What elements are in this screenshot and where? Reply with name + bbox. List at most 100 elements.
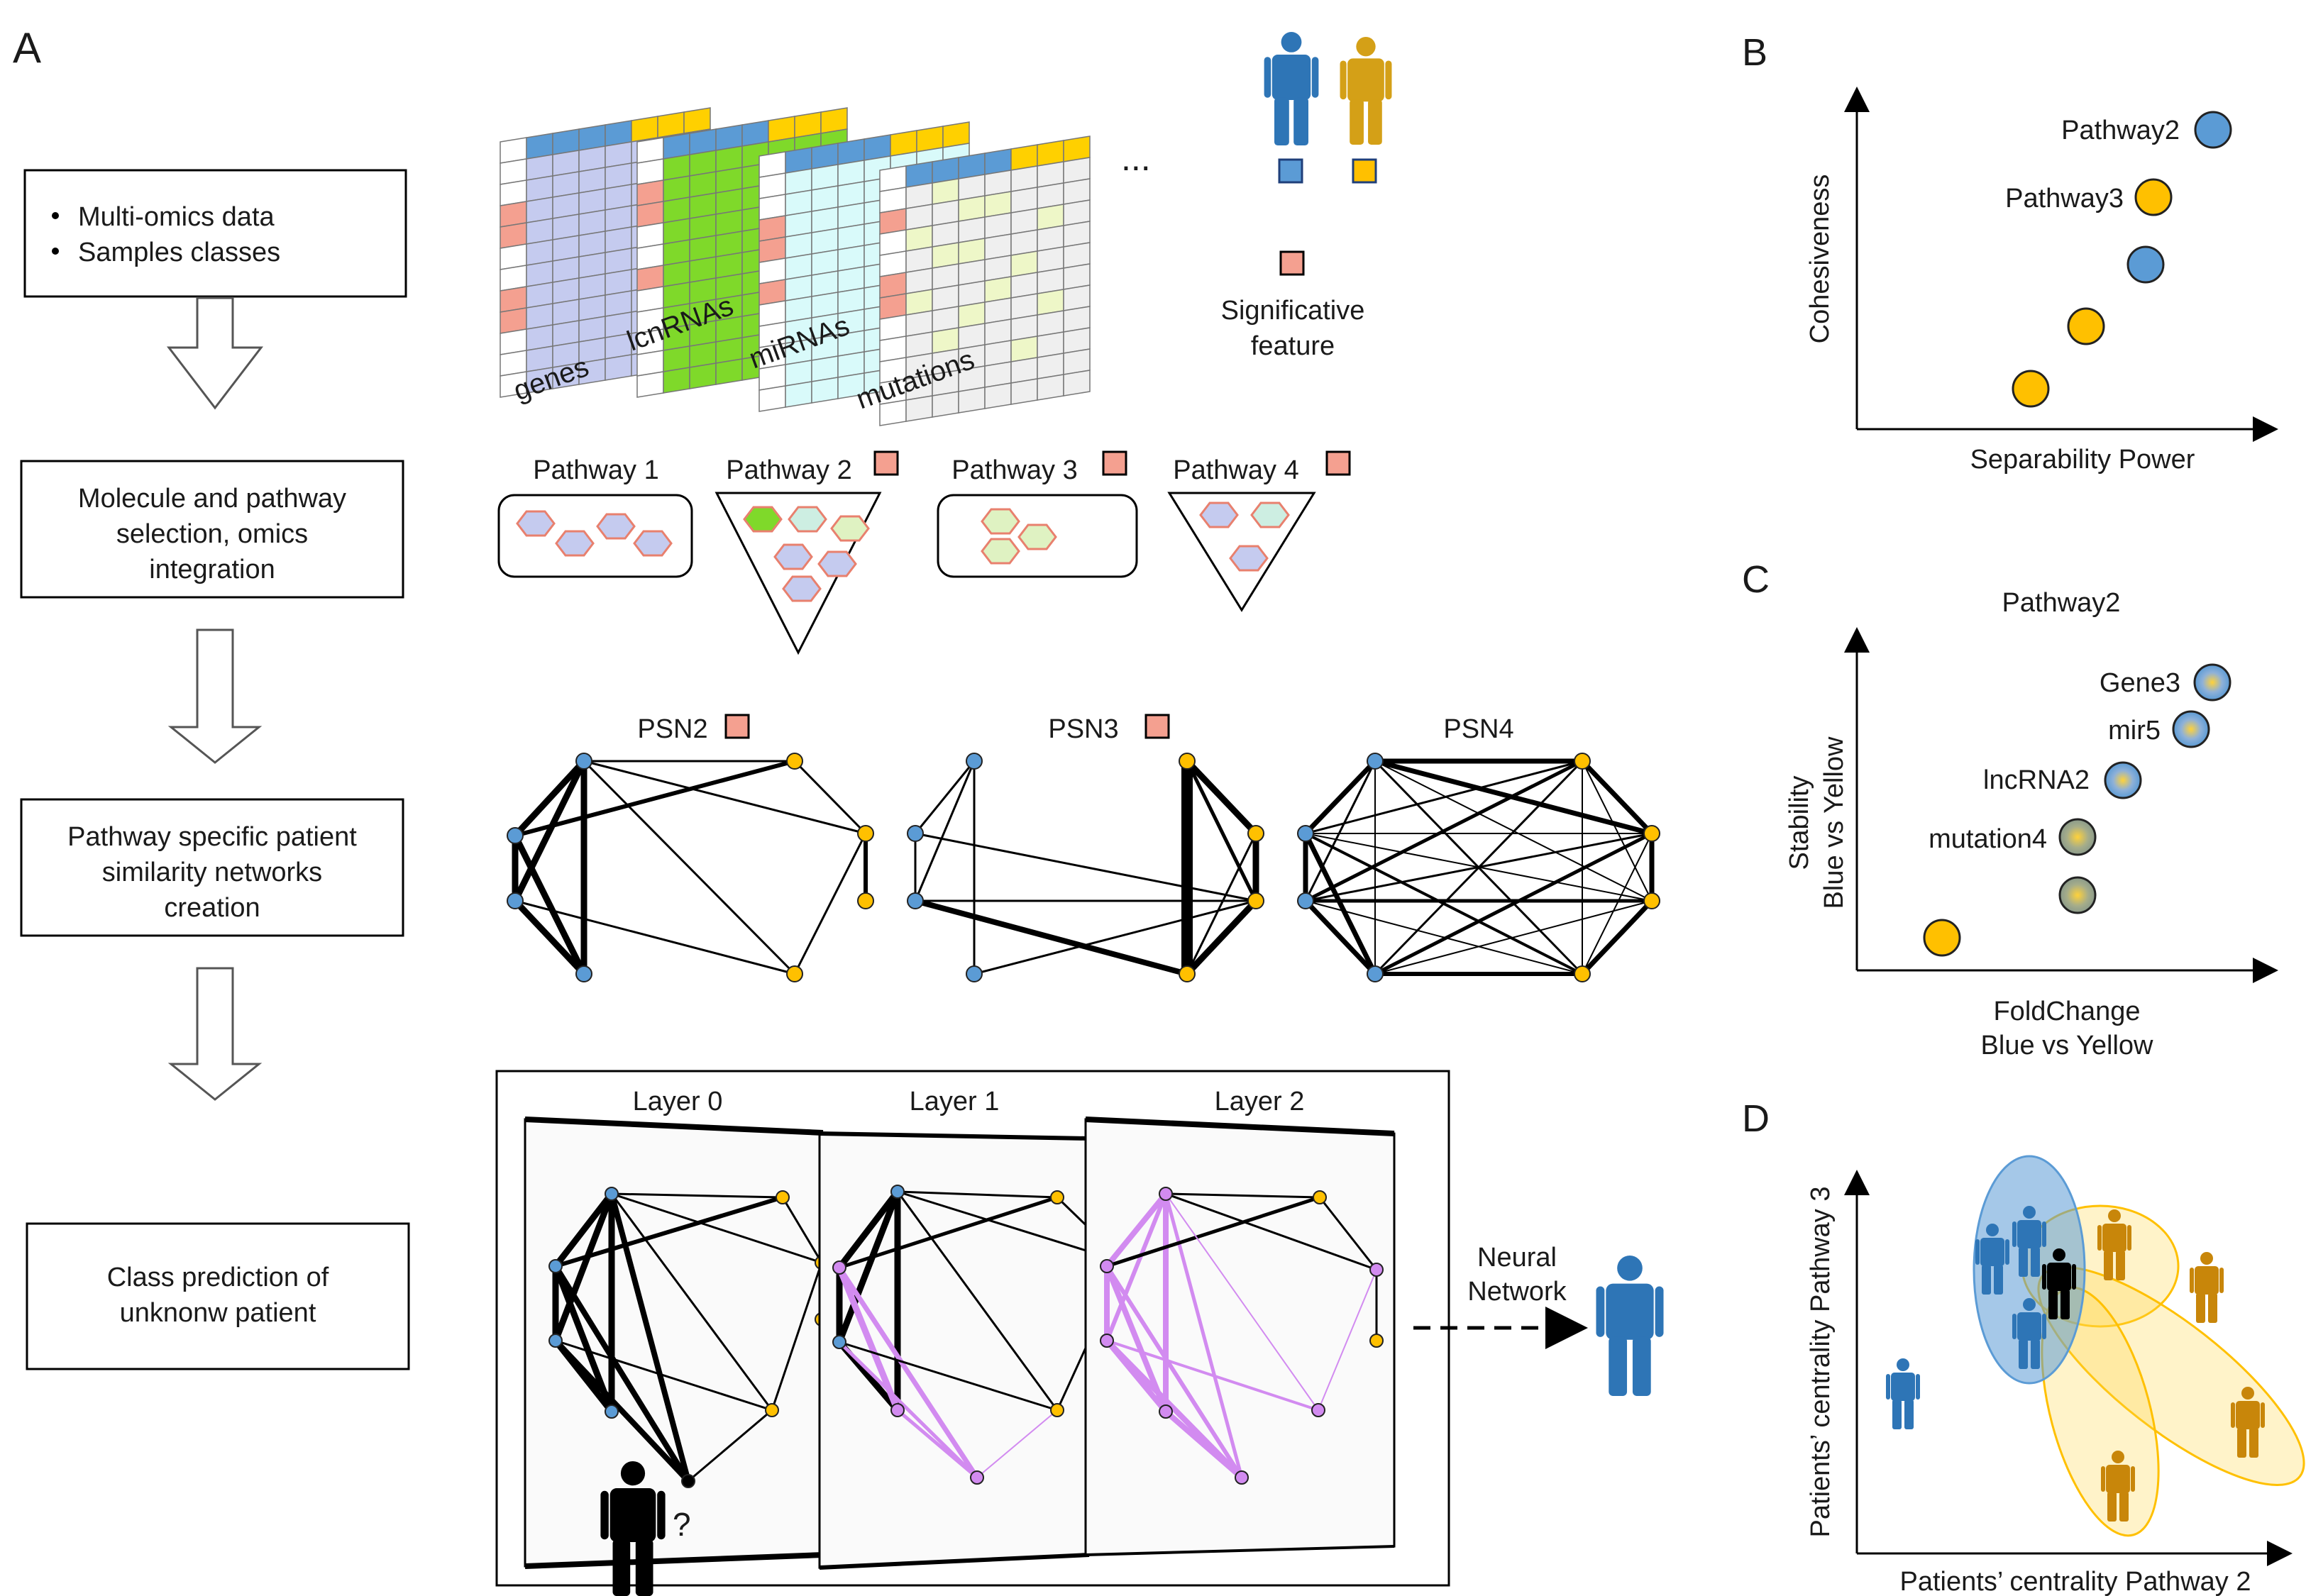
network-edge: [610, 1192, 784, 1199]
network-edge: [1582, 833, 1653, 975]
network-edge: [1185, 759, 1258, 903]
network-node: [1574, 965, 1591, 982]
workflow-step-networks: [20, 798, 404, 937]
network-node: [1574, 753, 1591, 770]
network-node: [1367, 965, 1384, 982]
yellow-patient-icon: [1340, 37, 1392, 145]
network-edge: [512, 758, 587, 904]
psn4-network: [1297, 753, 1660, 982]
network-edge: [609, 1191, 691, 1484]
psn2-label: PSN2: [637, 714, 707, 744]
pathway-1-label: Pathway 1: [533, 455, 658, 485]
layer-2-bottom-edge: [1085, 1545, 1395, 1556]
network-edge: [895, 1408, 979, 1480]
gene-molecule-icon: [555, 530, 595, 557]
layers-section: Layer 0 Layer 1 Layer 2 ? Neural Network: [495, 1070, 1664, 1596]
layer-2-label: Layer 2: [1215, 1087, 1305, 1116]
network-node: [1179, 753, 1196, 770]
network-node: [966, 965, 983, 982]
network-edge: [1164, 1192, 1244, 1480]
workflow-step2-line2: selection, omics: [116, 519, 308, 549]
gene-molecule-icon: [1229, 545, 1269, 572]
panel-c-point-label: lncRNA2: [1983, 765, 2090, 795]
predicted-patient-icon: [1596, 1256, 1664, 1396]
network-node: [890, 1185, 905, 1199]
network-node: [548, 1334, 563, 1348]
network-node: [1643, 892, 1660, 909]
nn-label-line2: Network: [1467, 1277, 1567, 1307]
network-node: [605, 1404, 619, 1419]
network-edge: [836, 1264, 901, 1414]
blue-patient-icon: [1975, 1224, 2009, 1295]
panel-c-point: [1923, 919, 1961, 957]
panel-c-ylabel-line2: Blue vs Yellow: [1819, 736, 1849, 909]
network-node: [1297, 825, 1314, 842]
network-node: [1100, 1334, 1114, 1348]
layer-0-bottom-edge: [524, 1552, 824, 1569]
network-edge: [1303, 759, 1584, 903]
network-edge: [1105, 1264, 1244, 1480]
mutation-molecule-icon: [981, 508, 1020, 535]
network-edge: [1303, 831, 1378, 977]
mirna-molecule-icon: [1250, 501, 1290, 528]
network-edge: [583, 760, 796, 975]
layer-1-top-edge: [819, 1131, 1090, 1141]
network-node: [1235, 1470, 1249, 1485]
yellow-class-square: [1352, 158, 1377, 184]
network-edge: [781, 1196, 823, 1264]
network-edge: [1184, 897, 1259, 977]
unknown-patient-icon: [600, 1461, 666, 1596]
panel-c-point-label: mir5: [2108, 716, 2161, 746]
network-node: [857, 825, 874, 842]
panel-c-title: Pathway2: [2002, 588, 2121, 618]
panel-d: Patients’ centrality Pathway 3 Patients’…: [1806, 1155, 2305, 1596]
network-node: [857, 892, 874, 909]
panel-c-point: [2058, 818, 2097, 856]
panel-c: Pathway2 Stability Blue vs Yellow FoldCh…: [1784, 588, 2278, 1060]
layer-0-label: Layer 0: [633, 1087, 723, 1116]
psn4-label: PSN4: [1443, 714, 1513, 744]
network-edge: [1303, 898, 1378, 977]
layer-2-network: [1100, 1187, 1384, 1485]
pathway-4-label: Pathway 4: [1173, 455, 1298, 485]
gene-molecule-icon: [633, 530, 673, 557]
network-edge: [1164, 1192, 1378, 1271]
gene-molecule-icon: [817, 550, 857, 577]
network-edge: [914, 832, 1257, 902]
panel-b-point: [2194, 111, 2232, 149]
panel-b-point-label: Pathway2: [2061, 116, 2180, 145]
network-node: [1050, 1190, 1064, 1204]
panel-c-point-label: Gene3: [2100, 668, 2180, 698]
workflow-step2-line1: Molecule and pathway: [78, 484, 346, 514]
legend-significative-line2: feature: [1251, 331, 1335, 361]
mirna-molecule-icon: [788, 506, 827, 533]
network-edge: [896, 1190, 1059, 1199]
network-edge: [793, 760, 867, 835]
network-edge: [896, 1190, 1059, 1412]
network-edge: [1184, 758, 1259, 837]
network-edge: [1304, 760, 1584, 835]
significative-feature-square: [1279, 250, 1305, 276]
panel-b-xlabel: Separability Power: [1970, 445, 2195, 475]
gene-molecule-icon: [773, 543, 813, 570]
layer-2-top-edge: [1085, 1116, 1395, 1136]
network-edge: [687, 1409, 773, 1483]
network-node: [1159, 1404, 1173, 1419]
network-node: [832, 1335, 846, 1349]
panel-c-point: [2104, 761, 2142, 799]
layers-stack: [524, 1116, 1396, 1570]
layer-0-sheet: [524, 1118, 824, 1568]
panel-b-points: Pathway2 Pathway3: [2005, 111, 2232, 408]
network-edge: [1374, 760, 1584, 975]
panel-d-xlabel: Patients’ centrality Pathway 2: [1900, 1567, 2251, 1596]
panel-c-point: [2193, 663, 2231, 702]
network-edge: [914, 760, 976, 835]
workflow-step3-line3: creation: [164, 893, 260, 923]
blue-patient-icon: [1886, 1358, 1920, 1429]
network-edge: [1582, 760, 1653, 902]
gene-molecule-icon: [782, 575, 822, 602]
network-edge: [1304, 760, 1377, 902]
network-node: [1367, 753, 1384, 770]
network-node: [966, 753, 983, 770]
network-edge: [1579, 758, 1655, 836]
